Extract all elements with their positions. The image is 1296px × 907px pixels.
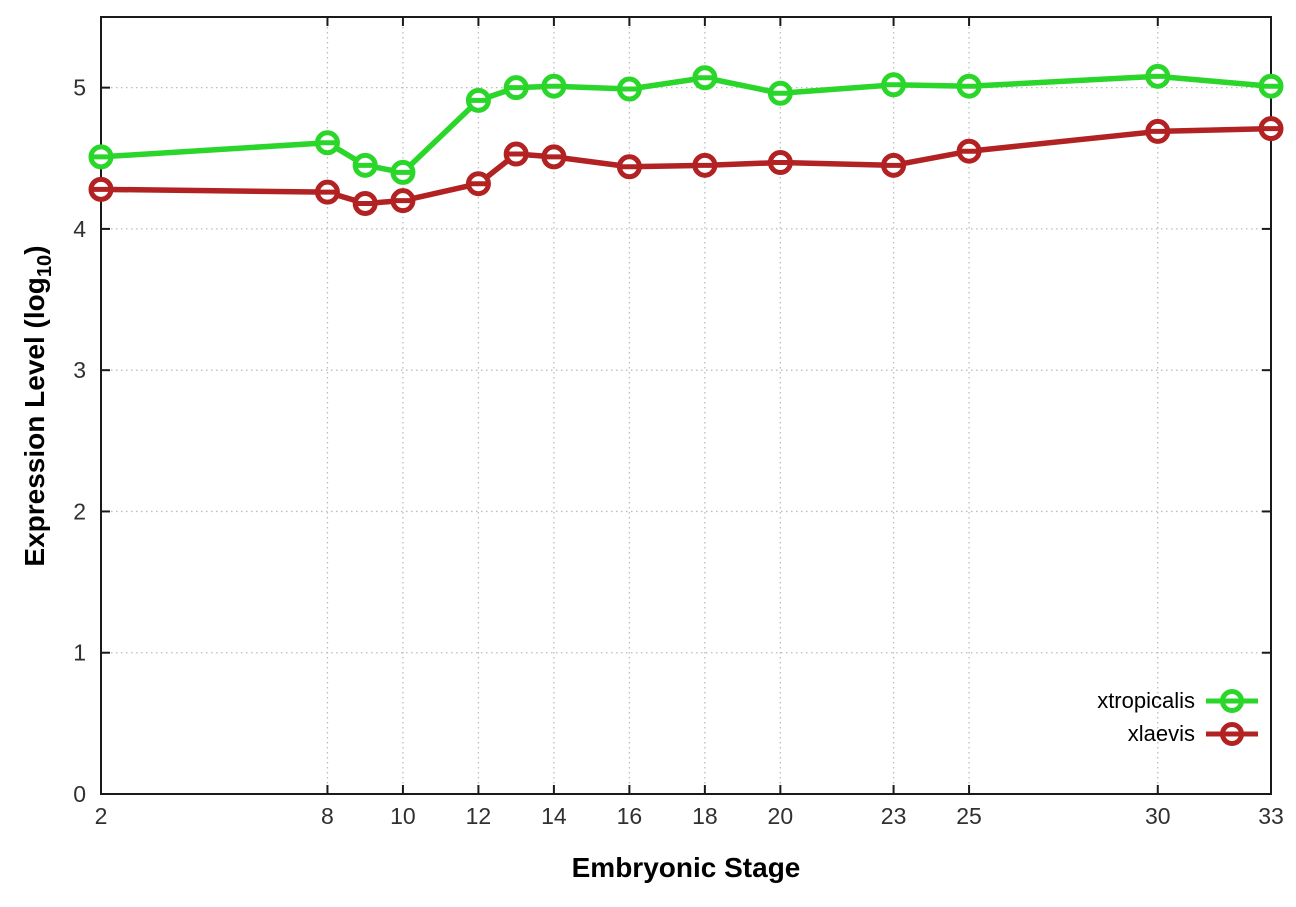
y-axis-title-close: ): [19, 245, 51, 255]
series-line-xlaevis: [100, 125, 1272, 207]
y-tick-label: 0: [73, 781, 86, 807]
legend-label: xlaevis: [1127, 720, 1195, 746]
x-tick-label: 18: [692, 803, 718, 829]
x-tick-label: 14: [541, 803, 567, 829]
x-tick-label: 23: [881, 803, 907, 829]
y-tick-label: 3: [73, 357, 86, 383]
y-tick-label: 4: [73, 216, 86, 242]
x-tick-label: 12: [466, 803, 492, 829]
x-tick-label: 25: [956, 803, 982, 829]
x-tick-label: 30: [1145, 803, 1171, 829]
y-axis-title: Expression Level (log10): [19, 245, 57, 566]
legend-item-xtropicalis: xtropicalis: [1097, 684, 1260, 717]
legend-line-marker-icon: [1206, 721, 1258, 746]
y-tick-label: 1: [73, 640, 86, 666]
legend: xtropicalis xlaevis: [1097, 684, 1260, 750]
x-axis-title: Embryonic Stage: [571, 852, 801, 883]
y-tick-label: 2: [73, 498, 86, 524]
legend-item-xlaevis: xlaevis: [1097, 717, 1260, 750]
x-tick-label: 16: [617, 803, 643, 829]
legend-line-marker-icon: [1206, 688, 1258, 713]
legend-label: xtropicalis: [1097, 687, 1195, 713]
x-tick-label: 2: [95, 803, 108, 829]
x-tick-label: 10: [390, 803, 416, 829]
y-axis-title-main: Expression Level (log: [19, 277, 51, 567]
series-line-xtropicalis: [100, 73, 1272, 176]
x-tick-label: 8: [321, 803, 334, 829]
plot-border: [100, 16, 1272, 795]
y-axis-title-subscript: 10: [33, 254, 56, 278]
x-tick-label: 20: [768, 803, 794, 829]
y-tick-label: 5: [73, 75, 86, 101]
x-tick-label: 33: [1258, 803, 1284, 829]
